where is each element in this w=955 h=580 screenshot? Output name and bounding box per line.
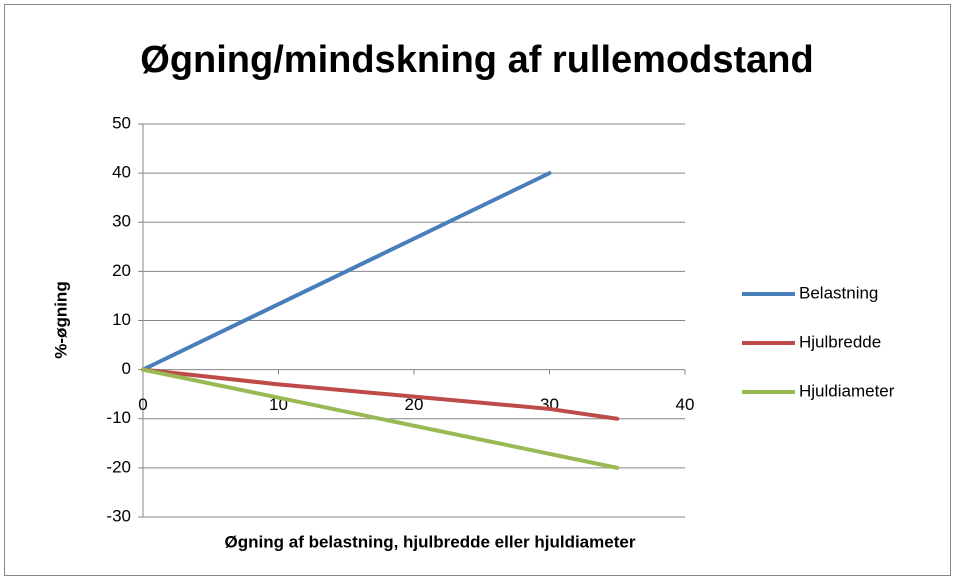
chart-border <box>4 4 951 576</box>
y-tick-label: 10 <box>112 310 131 329</box>
y-tick-label: -20 <box>106 457 131 476</box>
y-tick-label: 40 <box>112 163 131 182</box>
y-tick-label: -10 <box>106 408 131 427</box>
x-tick-label: 40 <box>676 395 695 414</box>
y-tick-label: 30 <box>112 212 131 231</box>
legend-label: Hjuldiameter <box>799 381 895 400</box>
legend-label: Hjulbredde <box>799 332 881 351</box>
y-axis-label: %-øgning <box>51 281 70 358</box>
y-tick-label: 20 <box>112 261 131 280</box>
series-line <box>141 367 620 470</box>
y-tick-label: 0 <box>122 359 131 378</box>
x-tick-label: 20 <box>405 395 424 414</box>
legend-label: Belastning <box>799 283 878 302</box>
y-tick-label: -30 <box>106 506 131 525</box>
series-line <box>141 171 552 372</box>
chart-title: Øgning/mindskning af rullemodstand <box>140 39 813 81</box>
series-line <box>141 367 620 421</box>
x-tick-label: 0 <box>138 395 147 414</box>
x-axis-label: Øgning af belastning, hjulbredde eller h… <box>225 532 636 551</box>
y-tick-label: 50 <box>112 113 131 132</box>
